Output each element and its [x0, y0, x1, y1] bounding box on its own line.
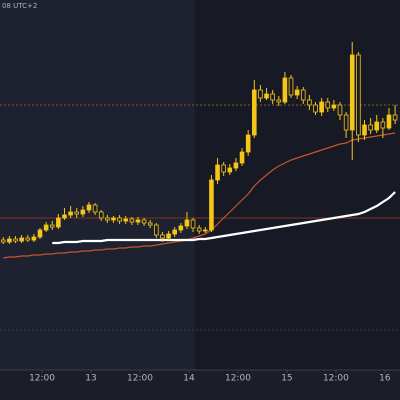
candle-body [264, 93, 269, 99]
candle-body [92, 204, 98, 213]
candle-body [31, 236, 37, 241]
candle-body [129, 218, 135, 223]
candle-body [80, 209, 86, 215]
x-tick-label: 14 [183, 374, 195, 384]
x-tick-label: 12:00 [127, 374, 153, 384]
candle-body [349, 54, 355, 131]
candle-body [74, 211, 80, 215]
candle-body [196, 227, 202, 232]
candle-body [147, 222, 153, 226]
candle-body [123, 218, 129, 222]
header-text: 08 UTC+2 [2, 2, 37, 10]
candle-body [49, 224, 55, 228]
candle-body [337, 104, 343, 116]
candle-body [282, 77, 288, 103]
candle-body [313, 104, 318, 113]
candle-body [160, 234, 165, 239]
x-tick-label: 15 [281, 374, 292, 384]
candle-body [184, 219, 190, 227]
candle-body [239, 151, 245, 164]
plot-background [0, 0, 196, 370]
candle-body [258, 89, 263, 99]
candle-body [307, 99, 312, 106]
candle-body [68, 211, 73, 216]
candle-body [227, 167, 233, 173]
candle-body [221, 164, 226, 173]
candle-body [172, 229, 177, 235]
candle-body [386, 114, 392, 129]
candle-body [331, 104, 337, 109]
candle-body [98, 211, 104, 219]
x-tick-label: 16 [379, 374, 391, 384]
candle-body [37, 229, 43, 238]
candle-body [203, 229, 208, 232]
candle-body [154, 224, 159, 236]
x-tick-label: 12:00 [29, 374, 55, 384]
candle-body [294, 89, 300, 96]
candle-body [135, 219, 141, 223]
candle-body [190, 219, 196, 229]
candle-body [276, 99, 282, 103]
candle-body [56, 217, 61, 228]
x-tick-label: 12:00 [323, 374, 349, 384]
candle-body [166, 233, 171, 239]
candle-body [374, 121, 380, 131]
candle-body [325, 101, 331, 109]
candle-body [343, 114, 349, 131]
candle-body [13, 238, 18, 242]
candle-body [362, 124, 367, 136]
candle-body [209, 179, 214, 231]
candle-body [233, 162, 239, 169]
candle-body [25, 237, 31, 241]
candle-body [251, 89, 257, 136]
x-tick-label: 13 [85, 374, 96, 384]
plot-background-session [195, 0, 400, 370]
x-tick-label: 12:00 [225, 374, 251, 384]
candle-body [215, 164, 220, 181]
candle-body [111, 217, 116, 221]
candle-body [245, 134, 251, 153]
candle-body [392, 114, 398, 121]
candle-body [117, 217, 122, 222]
candle-body [380, 121, 386, 129]
candle-body [141, 219, 147, 224]
candle-body [0, 239, 6, 243]
candle-body [270, 93, 275, 101]
candle-body [300, 89, 306, 101]
moving-average [52, 191, 396, 245]
moving-average [3, 132, 396, 259]
candle-body [288, 77, 294, 96]
candle-body [19, 237, 24, 242]
candle-body [62, 214, 67, 219]
candle-body [7, 238, 12, 243]
candle-body [319, 101, 324, 113]
candle-body [368, 124, 373, 131]
candle-body [178, 225, 184, 231]
candle-body [43, 224, 49, 231]
candle-body [86, 204, 92, 211]
candle-body [356, 54, 361, 136]
candle-body [105, 217, 110, 221]
